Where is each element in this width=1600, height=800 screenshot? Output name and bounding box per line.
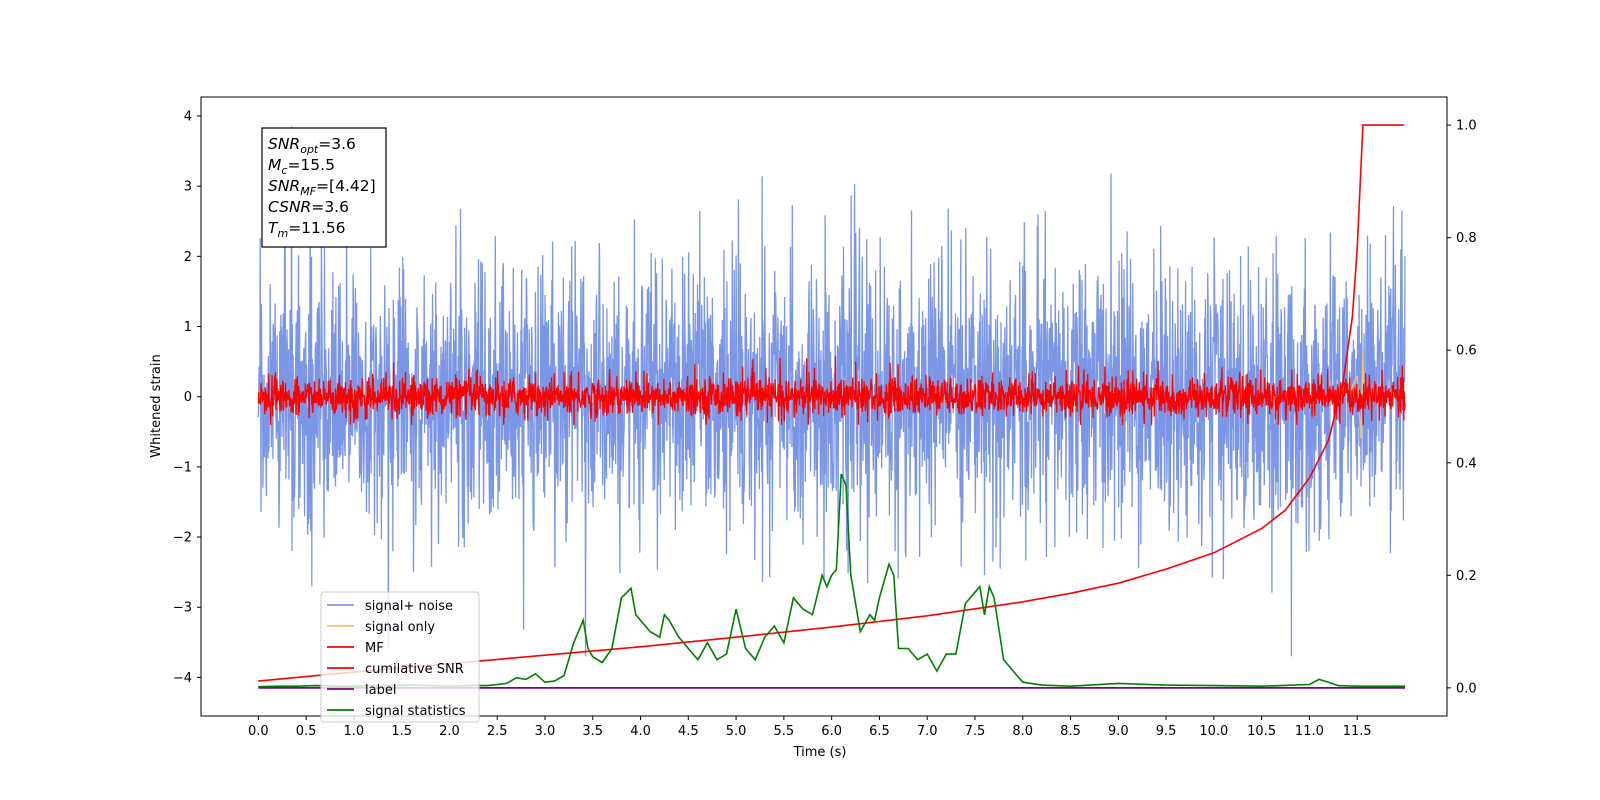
axes-frame xyxy=(200,96,1448,717)
legend-frame xyxy=(320,591,480,723)
y-right-tick-label: 0.6 xyxy=(1456,344,1477,359)
x-tick-label: 3.0 xyxy=(535,724,556,739)
x-tick-label: 10.5 xyxy=(1247,724,1276,739)
y-tick-label: 3 xyxy=(184,180,192,195)
series-mf xyxy=(257,356,1406,425)
legend-entry: cumilative SNR xyxy=(365,662,464,677)
x-tick-label: 4.0 xyxy=(630,724,651,739)
legend: signal+ noise signal only MF cumilative SNR… xyxy=(320,591,480,723)
annotation-line: Mc=15.5 xyxy=(268,156,335,177)
x-tick-label: 3.5 xyxy=(582,724,603,739)
x-tick-label: 2.0 xyxy=(439,724,460,739)
y-right-tick-label: 1.0 xyxy=(1456,119,1477,134)
x-tick-label: 11.5 xyxy=(1343,724,1372,739)
x-tick-label: 0.5 xyxy=(296,724,317,739)
x-tick-label: 8.0 xyxy=(1012,724,1033,739)
y-tick-label: 4 xyxy=(184,109,192,124)
y-axis-label: Whitened strain xyxy=(149,354,164,457)
x-tick-label: 7.0 xyxy=(917,724,938,739)
annotation-line: SNRopt=3.6 xyxy=(268,135,356,156)
x-tick-label: 10.0 xyxy=(1199,724,1228,739)
annotation-frame xyxy=(261,127,387,248)
y-right-tick-label: 0.4 xyxy=(1456,456,1477,471)
y-right-tick-label: 0.8 xyxy=(1456,231,1477,246)
series-signal-statistics xyxy=(258,473,1405,688)
x-tick-label: 9.0 xyxy=(1108,724,1129,739)
legend-entry: signal only xyxy=(365,620,435,635)
y-tick-label: 0 xyxy=(184,390,192,405)
x-tick-label: 1.5 xyxy=(391,724,412,739)
x-axis-label: Time (s) xyxy=(793,745,847,760)
legend-entry: label xyxy=(365,683,396,698)
x-tick-label: 2.5 xyxy=(487,724,508,739)
y-tick-label: 2 xyxy=(184,250,192,265)
y-right-tick-label: 0.2 xyxy=(1456,569,1477,584)
y-right-tick-label: 0.0 xyxy=(1456,681,1477,696)
y-tick-label: −3 xyxy=(173,601,192,616)
x-tick-label: 0.0 xyxy=(248,724,269,739)
legend-entry: signal statistics xyxy=(365,704,466,719)
x-tick-label: 7.5 xyxy=(965,724,986,739)
x-tick-label: 1.0 xyxy=(344,724,365,739)
annotation-line: SNRMF=[4.42] xyxy=(268,177,376,198)
x-tick-label: 6.0 xyxy=(821,724,842,739)
x-tick-label: 5.0 xyxy=(726,724,747,739)
y-tick-label: −2 xyxy=(173,531,192,546)
y-tick-label: 1 xyxy=(184,320,192,335)
y-tick-label: −1 xyxy=(173,460,192,475)
x-tick-label: 8.5 xyxy=(1060,724,1081,739)
x-tick-label: 11.0 xyxy=(1295,724,1324,739)
series-cumulative-snr xyxy=(258,124,1404,682)
x-tick-label: 9.5 xyxy=(1156,724,1177,739)
annotation-line: CSNR=3.6 xyxy=(268,198,349,216)
x-tick-label: 5.5 xyxy=(774,724,795,739)
legend-entry: signal+ noise xyxy=(365,599,453,614)
x-tick-label: 4.5 xyxy=(678,724,699,739)
legend-entry: MF xyxy=(365,641,384,656)
annotation-line: Tm=11.56 xyxy=(268,219,346,240)
x-tick-label: 6.5 xyxy=(869,724,890,739)
y-tick-label: −4 xyxy=(173,671,192,686)
